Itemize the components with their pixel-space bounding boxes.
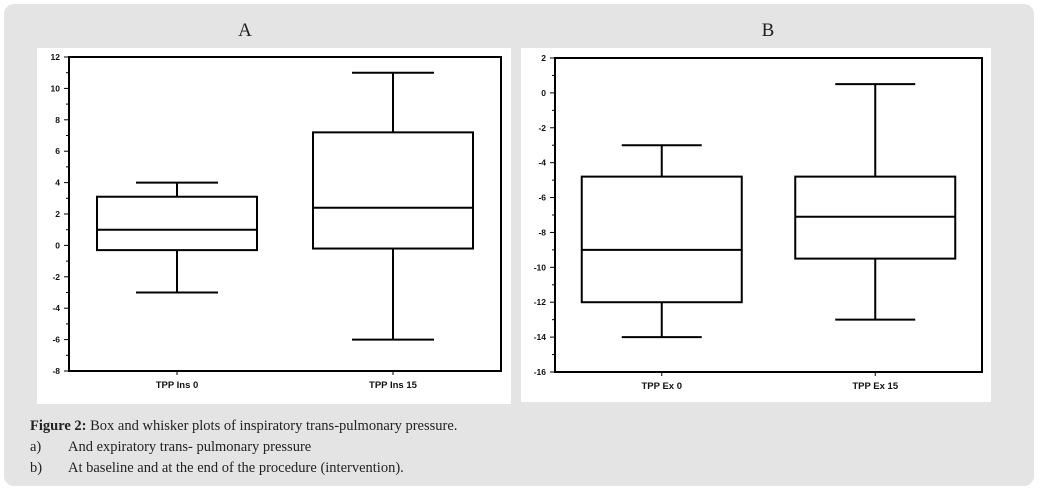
chart-a-ytick-label: 4 <box>55 178 60 188</box>
chart-a-ytick-label: -2 <box>52 272 60 282</box>
chart-a-category-label: TPP Ins 15 <box>369 380 418 391</box>
chart-a-ytick-label: 2 <box>55 209 60 219</box>
chart-a-ytick-label: 6 <box>55 146 60 156</box>
chart-a-ytick-label: -8 <box>52 366 60 376</box>
chart-b-category-label: TPP Ex 0 <box>642 381 683 392</box>
chart-a-ytick-label: 10 <box>51 83 61 93</box>
chart-a-ytick-label: 12 <box>51 52 61 62</box>
caption-title-bold: Figure 2: <box>30 418 87 434</box>
panel-a-letter: A <box>238 20 252 41</box>
chart-b-ytick-label: 0 <box>541 88 546 98</box>
chart-b-svg: 2 0 -2 -4 -6 -8 -10 -12 -14 -16 TPP Ex 0 TPP Ex 15 <box>534 53 983 392</box>
chart-a-iqr-box <box>312 131 474 250</box>
caption-item: a) And expiratory trans- pulmonary pressu… <box>30 437 457 458</box>
caption-item-label: a) <box>30 439 42 455</box>
chart-b-ytick-label: 2 <box>541 53 546 63</box>
chart-a-ytick-label: 8 <box>55 115 60 125</box>
chart-b-ytick-label: -12 <box>534 297 547 307</box>
chart-a-ytick-label: -4 <box>52 303 60 313</box>
panel-b-letter: B <box>761 20 775 41</box>
chart-b-category-label: TPP Ex 15 <box>852 381 898 392</box>
chart-a-iqr-box <box>96 195 258 252</box>
figure-caption: Figure 2: Box and whisker plots of inspi… <box>30 416 457 479</box>
caption-item-text: At baseline and at the end of the proced… <box>68 460 404 476</box>
chart-a-category-label: TPP Ins 0 <box>156 380 199 391</box>
chart-b-ytick-label: -10 <box>534 262 547 272</box>
chart-b-ytick-label: -2 <box>538 123 546 133</box>
chart-b: 2 0 -2 -4 -6 -8 -10 -12 -14 -16 TPP Ex 0 TPP Ex 15 <box>521 48 991 402</box>
chart-b-ytick-label: -4 <box>538 158 546 168</box>
caption-title: Figure 2: Box and whisker plots of inspi… <box>30 416 457 437</box>
chart-a-ytick-label: 0 <box>55 240 60 250</box>
caption-title-rest: Box and whisker plots of inspiratory tra… <box>86 418 458 434</box>
chart-a-ytick-label: -6 <box>52 335 60 345</box>
chart-b-ytick-label: -16 <box>534 367 547 377</box>
caption-item-text: And expiratory trans- pulmonary pressure <box>68 439 312 455</box>
chart-b-ytick-label: -6 <box>538 193 546 203</box>
caption-item: b) At baseline and at the end of the proc… <box>30 458 457 479</box>
chart-b-iqr-box <box>580 175 743 304</box>
caption-item-label: b) <box>30 460 43 476</box>
chart-a: 12 10 8 6 4 2 0 -2 -4 -6 -8 TPP Ins 0 TPP Ins 15 <box>37 48 511 404</box>
chart-b-ytick-label: -8 <box>538 227 546 237</box>
chart-b-ytick-label: -14 <box>534 332 547 342</box>
chart-a-svg: 12 10 8 6 4 2 0 -2 -4 -6 -8 TPP Ins 0 TPP Ins 15 <box>51 52 502 391</box>
